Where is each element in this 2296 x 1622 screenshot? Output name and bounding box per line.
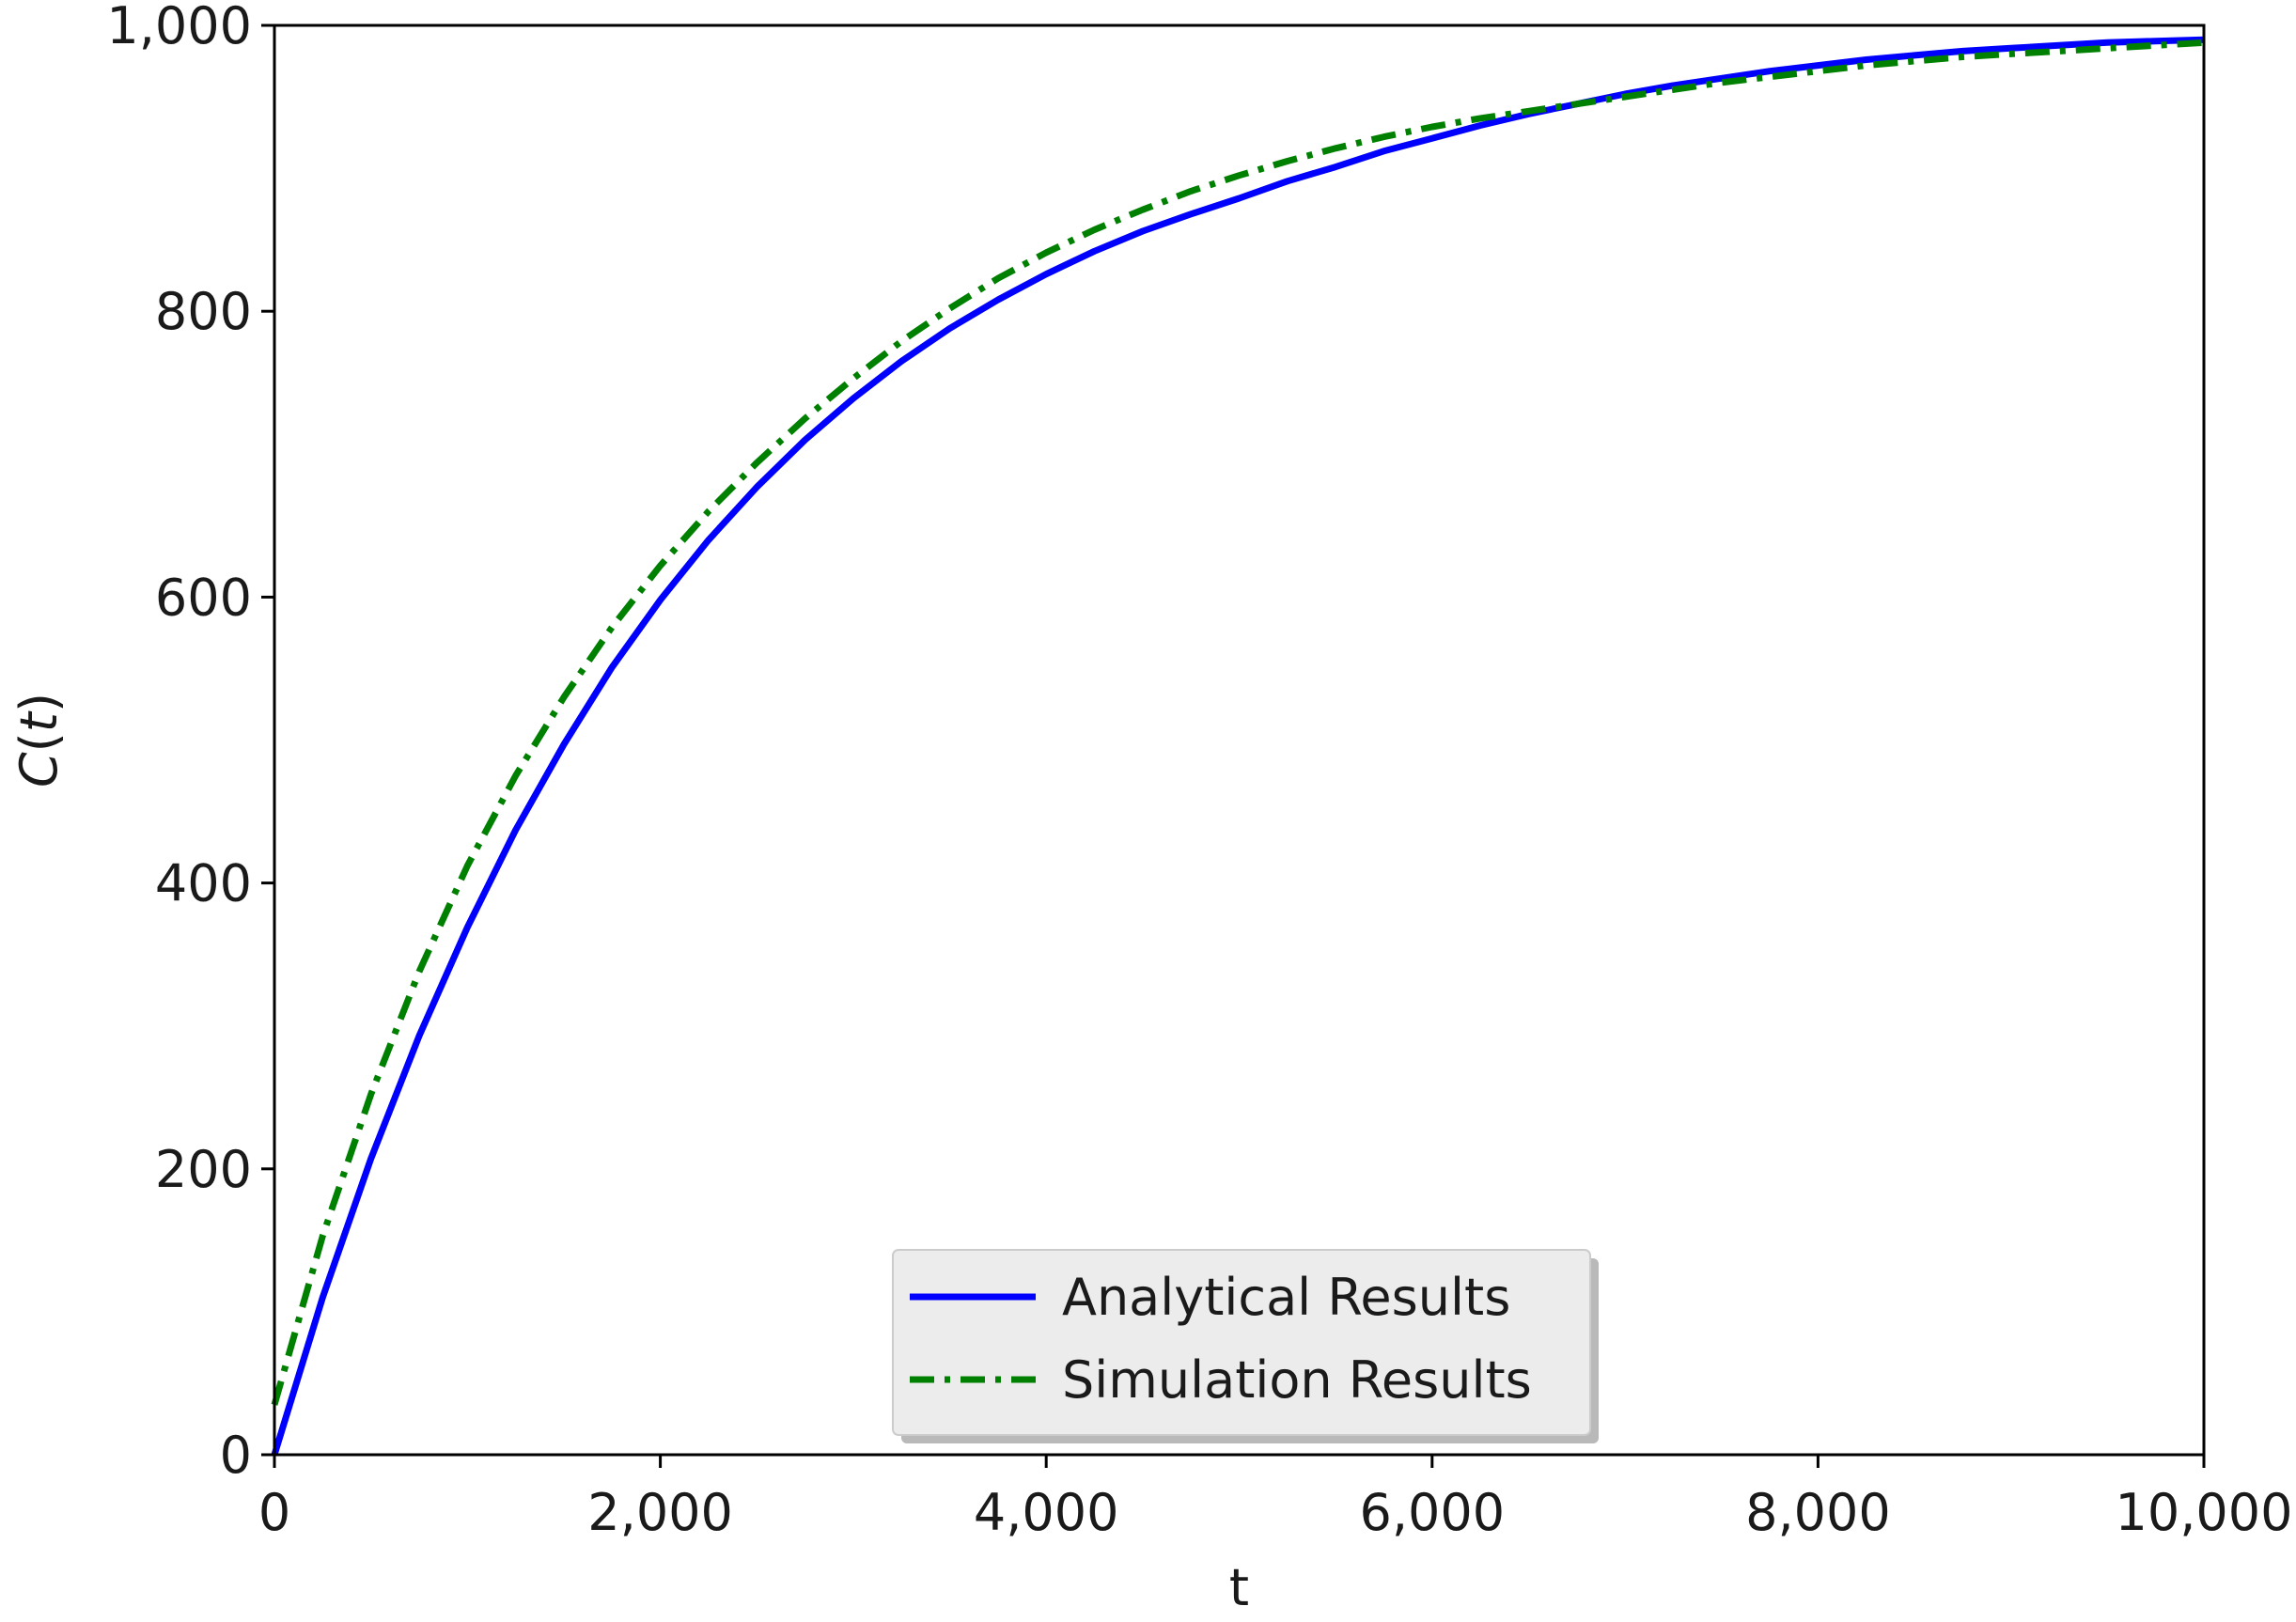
plot-area: [274, 25, 2204, 1455]
y-tick-label: 800: [155, 282, 252, 341]
legend-items: Analytical Results Simulation Results: [910, 1268, 1532, 1410]
y-axis-label: C(t): [9, 693, 69, 788]
y-tick-label: 200: [155, 1140, 252, 1199]
x-tick-label: 0: [258, 1483, 290, 1542]
legend-box: [892, 1249, 1591, 1436]
x-axis-ticks: 0 2,000 4,000 6,000 8,000 10,000: [258, 1455, 2293, 1542]
y-axis-ticks: 0 200 400 600 800 1,000: [106, 0, 274, 1485]
series-line-1: [271, 36, 2205, 1457]
legend-label-2: Simulation Results: [1062, 1350, 1532, 1410]
x-tick-label: 8,000: [1745, 1483, 1891, 1542]
y-tick-label: 400: [155, 854, 252, 913]
y-tick-label: 1,000: [106, 0, 252, 55]
x-axis-label: t: [1229, 1558, 1249, 1617]
x-tick-label: 10,000: [2116, 1483, 2293, 1542]
legend: Analytical Results Simulation Results: [892, 1249, 1599, 1443]
y-tick-label: 600: [155, 568, 252, 627]
legend-label-1: Analytical Results: [1062, 1268, 1510, 1327]
axes-frame: [273, 23, 2206, 1457]
y-tick-label: 0: [220, 1426, 252, 1485]
series-line-2: [271, 39, 2205, 1406]
series-layer: [271, 36, 2205, 1457]
x-tick-label: 4,000: [974, 1483, 1119, 1542]
x-tick-label: 6,000: [1360, 1483, 1506, 1542]
x-tick-label: 2,000: [587, 1483, 733, 1542]
